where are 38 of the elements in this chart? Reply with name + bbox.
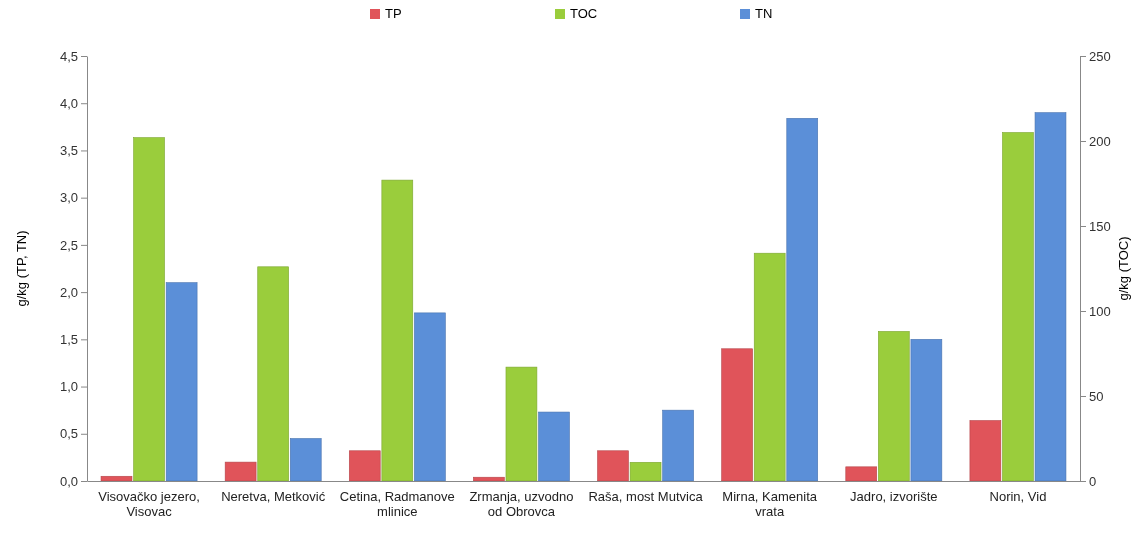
y-tick-label: 1,5 (59, 331, 78, 347)
legend-label: TP (385, 6, 402, 21)
y2-tick-label: 200 (1089, 133, 1111, 149)
legend-label: TOC (570, 6, 598, 21)
y2-tick-label: 0 (1089, 473, 1097, 489)
y-tick-label: 4,5 (59, 48, 78, 64)
bar (845, 466, 878, 482)
x-tick-label: Cetina, Radmanove mlinice (339, 489, 455, 519)
bar (473, 476, 505, 482)
bar (348, 450, 381, 482)
x-tick-label: Neretva, Metković (221, 489, 326, 504)
y-axis-title: g/kg (TP, TN) (14, 230, 29, 307)
x-tick-label: Zrmanja, uzvodno od Obrovca (469, 489, 574, 519)
bar (224, 461, 257, 482)
bar (662, 409, 694, 482)
legend-label: TN (755, 6, 773, 21)
y2-tick-label: 250 (1089, 48, 1111, 64)
x-tick-label: Jadro, izvorište (850, 489, 938, 504)
x-tick-label: Norin, Vid (989, 489, 1047, 504)
y2-axis-title: g/kg (TOC) (1116, 236, 1131, 301)
x-tick-label: Mirna, Kamenita vrata (722, 489, 818, 519)
x-tick-label: Raša, most Mutvica (588, 489, 704, 504)
y-tick-label: 0,0 (59, 473, 78, 489)
y-tick-label: 0,5 (59, 426, 78, 442)
y-tick-label: 2,0 (59, 284, 78, 300)
y-tick-label: 3,0 (59, 190, 78, 206)
bar (969, 420, 1002, 482)
y2-tick-label: 50 (1089, 388, 1104, 404)
bar (100, 475, 133, 482)
y-tick-label: 4,0 (59, 95, 78, 111)
y-tick-label: 1,0 (59, 379, 78, 395)
bar (257, 266, 289, 482)
y-tick-label: 3,5 (59, 143, 78, 159)
y2-tick-label: 100 (1089, 303, 1111, 319)
y2-tick-label: 150 (1089, 218, 1111, 234)
x-tick-label: Visovačko jezero, Visovac (98, 489, 200, 519)
bar (289, 438, 322, 482)
y-tick-label: 2,5 (59, 237, 78, 253)
